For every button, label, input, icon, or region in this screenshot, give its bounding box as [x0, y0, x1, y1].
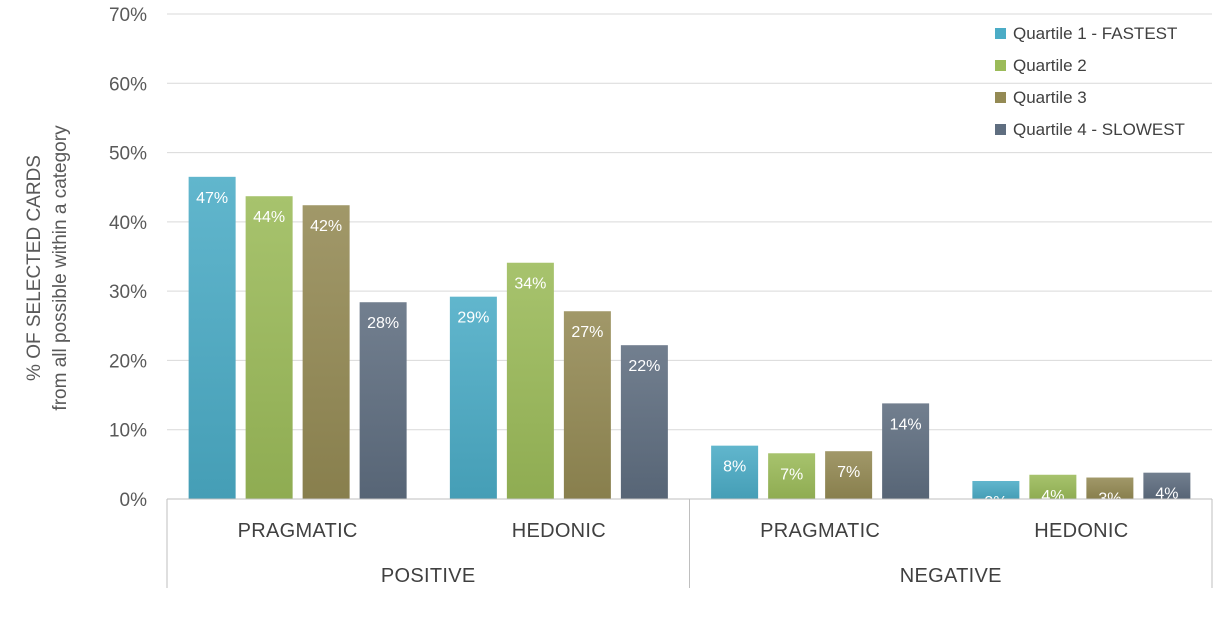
bar — [563, 311, 611, 499]
y-axis-title-line1: % OF SELECTED CARDS — [24, 155, 45, 381]
bar — [1143, 472, 1191, 499]
bar — [359, 302, 407, 499]
data-label: 47% — [196, 190, 228, 207]
bar — [188, 176, 236, 500]
x-category-label: HEDONIC — [1034, 520, 1128, 542]
x-category-label: HEDONIC — [512, 520, 606, 542]
bar — [825, 451, 873, 499]
data-label: 27% — [571, 324, 603, 341]
y-tick-label: 30% — [109, 282, 147, 303]
y-tick-label: 40% — [109, 213, 147, 234]
legend-swatch — [995, 60, 1006, 71]
data-label: 8% — [723, 459, 746, 476]
bar — [302, 205, 350, 499]
legend-label: Quartile 1 - FASTEST — [1013, 24, 1177, 43]
legend-swatch — [995, 124, 1006, 135]
data-label: 34% — [514, 276, 546, 293]
x-category-label: PRAGMATIC — [238, 520, 358, 542]
bar — [768, 453, 816, 499]
data-label: 4% — [1155, 486, 1178, 503]
data-label: 3% — [984, 494, 1007, 511]
legend-label: Quartile 2 — [1013, 56, 1087, 75]
data-label: 44% — [253, 209, 285, 226]
legend-label: Quartile 3 — [1013, 88, 1087, 107]
bar — [711, 445, 759, 499]
data-label: 7% — [780, 466, 803, 483]
x-category-label: PRAGMATIC — [760, 520, 880, 542]
data-label: 14% — [890, 416, 922, 433]
y-tick-label: 10% — [109, 421, 147, 442]
bar — [620, 345, 668, 499]
bar — [1029, 474, 1077, 499]
y-tick-label: 0% — [120, 490, 148, 511]
y-tick-label: 50% — [109, 144, 147, 165]
legend-swatch — [995, 28, 1006, 39]
data-label: 7% — [837, 464, 860, 481]
data-label: 42% — [310, 218, 342, 235]
x-group-label: NEGATIVE — [900, 565, 1002, 587]
y-tick-label: 20% — [109, 351, 147, 372]
legend-label: Quartile 4 - SLOWEST — [1013, 120, 1185, 139]
bar — [1086, 477, 1134, 499]
x-group-label: POSITIVE — [381, 565, 476, 587]
bar — [506, 262, 554, 499]
bar — [449, 296, 497, 499]
y-tick-label: 70% — [109, 5, 147, 26]
legend-swatch — [995, 92, 1006, 103]
data-label: 29% — [457, 310, 489, 327]
y-tick-label: 60% — [109, 74, 147, 95]
data-label: 22% — [628, 358, 660, 375]
bar — [972, 480, 1020, 499]
bar — [245, 196, 293, 499]
data-label: 4% — [1041, 488, 1064, 505]
data-label: 28% — [367, 315, 399, 332]
bar — [882, 403, 930, 499]
y-axis-title-line2: from all possible within a category — [50, 125, 71, 411]
